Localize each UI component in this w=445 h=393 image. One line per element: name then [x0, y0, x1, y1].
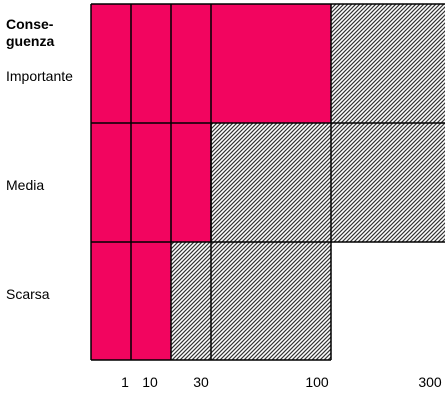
matrix-cells	[91, 4, 445, 360]
cell-r0-c3-red	[211, 4, 331, 123]
cell-r2-c4-empty	[331, 242, 445, 360]
cell-r0-c0-red	[91, 4, 131, 123]
x-tick-300: 300	[418, 374, 442, 390]
x-tick-1: 1	[121, 374, 129, 390]
matrix-grid	[90, 3, 445, 361]
x-tick-30: 30	[193, 374, 209, 390]
cell-r2-c1-red	[131, 242, 171, 360]
cell-r0-c2-red	[171, 4, 211, 123]
row-label-scarsa: Scarsa	[6, 286, 50, 302]
cell-r1-c1-red	[131, 123, 171, 242]
cell-r1-c0-red	[91, 123, 131, 242]
x-tick-10: 10	[142, 374, 158, 390]
cell-r1-c4-hatch	[331, 123, 445, 242]
cell-r0-c4-hatch	[331, 4, 445, 123]
axis-title-line-1: Conse-	[6, 16, 54, 32]
cell-r1-c2-red	[171, 123, 211, 242]
axis-title: Conse- guenza	[6, 16, 54, 50]
row-label-media: Media	[6, 177, 45, 193]
cell-r0-c1-red	[131, 4, 171, 123]
row-label-importante: Importante	[6, 68, 73, 84]
x-tick-100: 100	[305, 374, 329, 390]
cell-r1-c3-hatch	[211, 123, 331, 242]
axis-title-line-2: guenza	[6, 33, 55, 49]
cell-r2-c0-red	[91, 242, 131, 360]
cell-r2-c3-hatch	[211, 242, 331, 360]
cell-r2-c2-hatch	[171, 242, 211, 360]
